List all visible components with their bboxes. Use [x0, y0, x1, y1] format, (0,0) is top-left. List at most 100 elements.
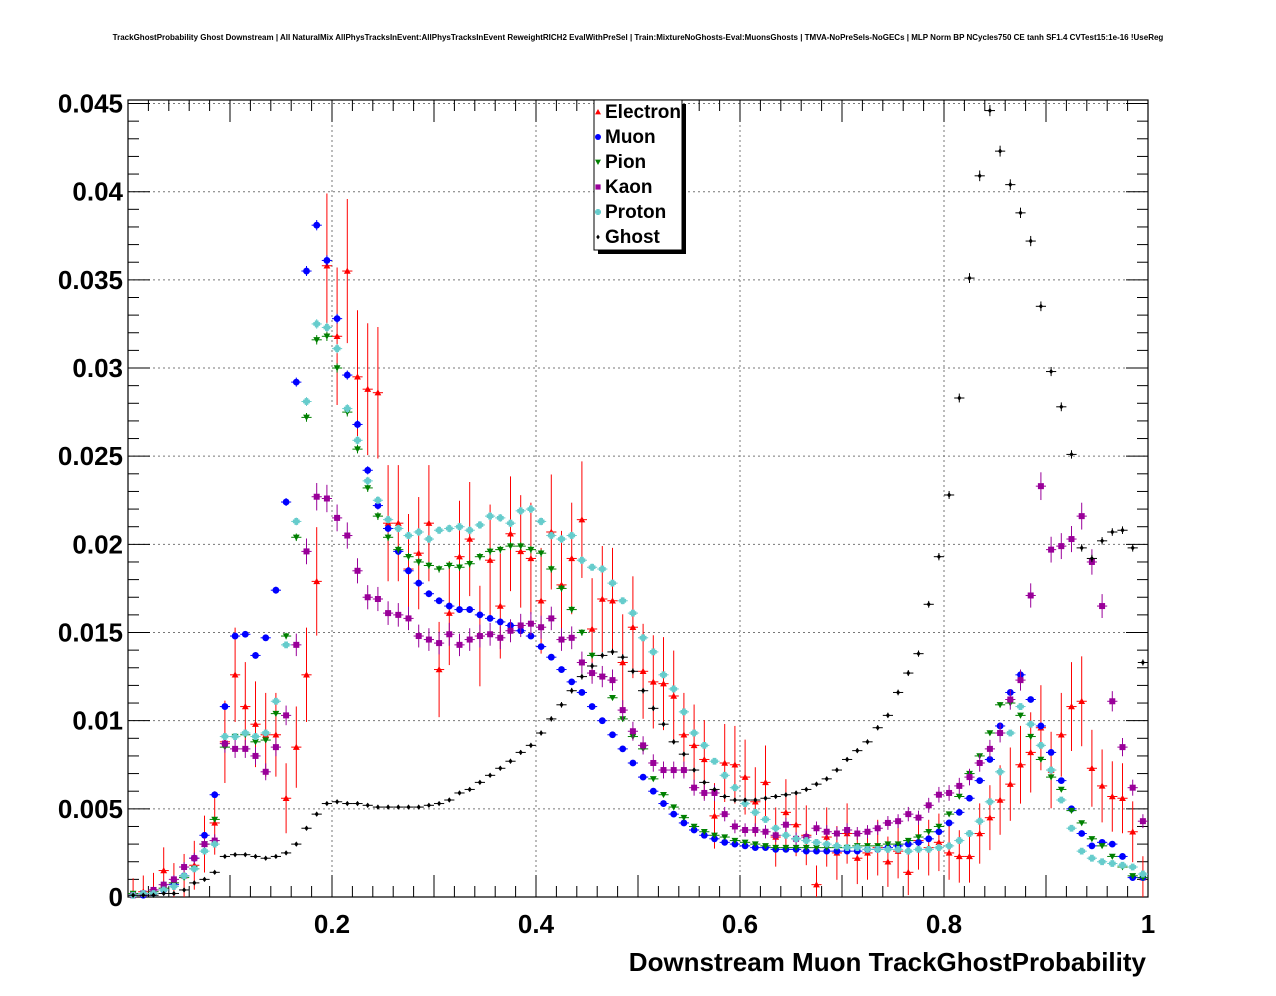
- x-tick-label: 0.4: [518, 909, 555, 939]
- legend-box: [593, 99, 683, 251]
- data-point: [794, 790, 799, 796]
- data-point: [190, 865, 198, 873]
- data-point: [445, 602, 453, 610]
- data-point: [354, 373, 361, 380]
- data-point: [1108, 853, 1116, 860]
- data-point: [416, 804, 421, 810]
- series-electron: [128, 193, 1148, 897]
- data-point: [457, 790, 462, 796]
- data-point: [1027, 733, 1035, 740]
- data-point: [1119, 861, 1126, 869]
- data-point: [731, 840, 739, 848]
- data-point: [874, 845, 882, 853]
- data-point: [211, 840, 219, 848]
- data-point: [1006, 729, 1014, 737]
- data-point: [507, 627, 514, 634]
- data-point: [415, 549, 423, 556]
- data-point: [731, 837, 739, 844]
- data-point: [955, 837, 963, 844]
- data-point: [904, 847, 912, 855]
- data-point: [284, 850, 289, 856]
- data-point: [762, 843, 769, 850]
- data-point: [466, 606, 474, 613]
- data-point: [333, 332, 341, 339]
- data-point: [333, 365, 341, 372]
- data-point: [334, 514, 341, 521]
- data-point: [343, 405, 351, 412]
- data-point: [335, 799, 340, 805]
- data-point: [1078, 847, 1086, 855]
- data-point: [588, 652, 596, 659]
- data-point: [845, 756, 850, 763]
- series-pion: [128, 331, 1148, 897]
- data-point: [496, 618, 504, 626]
- data-point: [426, 802, 431, 809]
- series-ghost: [128, 104, 1148, 898]
- data-point: [517, 507, 525, 515]
- data-point: [272, 697, 280, 705]
- data-point: [1119, 794, 1126, 801]
- data-point: [496, 602, 504, 609]
- data-point: [782, 821, 789, 828]
- data-point: [435, 666, 443, 673]
- data-point: [487, 631, 494, 638]
- data-point: [864, 828, 871, 835]
- data-point: [180, 872, 188, 880]
- data-point: [1057, 796, 1065, 804]
- data-point: [447, 797, 452, 803]
- data-point: [700, 829, 708, 836]
- data-point: [802, 847, 810, 855]
- data-point: [977, 173, 982, 179]
- data-point: [568, 532, 576, 539]
- y-tick-label: 0.02: [72, 529, 123, 559]
- data-point: [252, 652, 259, 659]
- data-point: [498, 765, 503, 772]
- data-point: [507, 543, 514, 550]
- data-point: [1109, 698, 1116, 705]
- data-point: [966, 774, 973, 781]
- data-point: [926, 601, 931, 608]
- data-point: [824, 776, 829, 782]
- data-point: [313, 337, 321, 344]
- data-point: [160, 881, 167, 888]
- data-point: [201, 847, 208, 855]
- data-point: [1079, 545, 1084, 551]
- data-point: [833, 830, 840, 837]
- data-points: [128, 104, 1148, 899]
- data-point: [1089, 555, 1094, 562]
- data-point: [875, 725, 880, 731]
- data-point: [792, 821, 800, 828]
- data-point: [741, 839, 749, 846]
- data-point: [1027, 749, 1035, 756]
- data-point: [435, 566, 443, 573]
- data-point: [986, 756, 994, 763]
- data-point: [966, 853, 973, 860]
- data-point: [243, 851, 248, 858]
- data-point: [598, 565, 606, 573]
- data-point: [1027, 720, 1035, 728]
- data-point: [558, 535, 565, 543]
- data-point: [896, 689, 901, 696]
- data-point: [496, 514, 504, 522]
- data-point: [690, 823, 698, 830]
- data-point: [262, 729, 270, 737]
- data-point: [1017, 703, 1024, 710]
- data-point: [578, 629, 586, 636]
- data-point: [1110, 529, 1115, 535]
- data-point: [539, 730, 544, 736]
- data-point: [170, 876, 177, 883]
- legend-entry-kaon: Kaon: [595, 177, 653, 198]
- data-point: [782, 831, 790, 839]
- data-point: [354, 567, 361, 574]
- data-point: [813, 844, 820, 852]
- data-point: [731, 761, 739, 768]
- data-point: [415, 633, 422, 640]
- data-point: [670, 685, 678, 693]
- data-point: [192, 880, 197, 886]
- data-point: [957, 395, 962, 401]
- data-point: [722, 793, 727, 800]
- data-point: [150, 886, 157, 893]
- data-point: [282, 794, 290, 801]
- data-point: [476, 633, 483, 640]
- data-point: [508, 758, 513, 764]
